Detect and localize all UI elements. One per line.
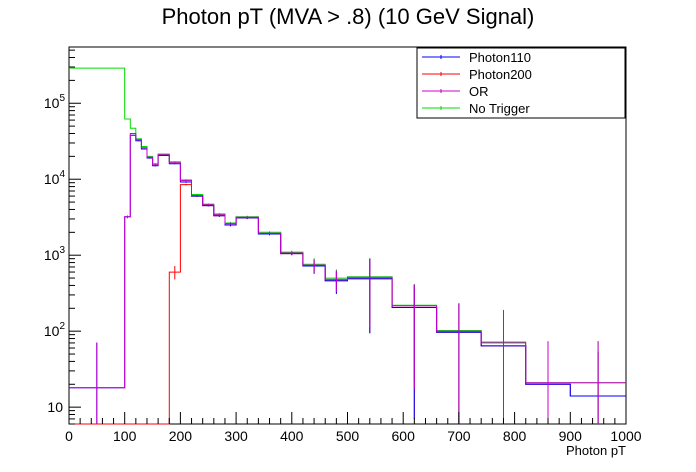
legend-entry: Photon200 (422, 67, 532, 82)
x-tick-label: 1000 (610, 428, 641, 444)
legend-entry: OR (422, 84, 489, 99)
legend-box (416, 47, 626, 119)
x-tick-label: 100 (113, 428, 137, 444)
legend-label: Photon110 (469, 50, 531, 65)
y-tick-label: 103 (44, 245, 66, 263)
x-tick-label: 300 (224, 428, 248, 444)
x-tick-label: 200 (169, 428, 193, 444)
x-tick-label: 500 (336, 428, 360, 444)
x-tick-label: 400 (280, 428, 304, 444)
y-tick-label: 104 (44, 169, 66, 187)
legend-label: OR (469, 84, 489, 99)
x-tick-label: 900 (559, 428, 583, 444)
series-or (69, 133, 626, 424)
y-axis: 10 102 103 104 105 (44, 49, 81, 425)
x-axis: 0 100 200 300 400 500 600 700 800 900 1000 (65, 412, 642, 444)
legend-label: No Trigger (469, 101, 530, 116)
legend-label: Photon200 (469, 67, 532, 82)
x-tick-label: 700 (447, 428, 471, 444)
plot-area: 0 100 200 300 400 500 600 700 800 900 1000 1010210… (44, 46, 642, 444)
x-axis-label: Photon pT (566, 443, 626, 458)
legend-entry: Photon110 (422, 50, 531, 65)
x-tick-label: 600 (392, 428, 416, 444)
chart-title: Photon pT (MVA > .8) (10 GeV Signal) (162, 4, 535, 29)
legend: Photon110 Photon200 OR No Trigger (416, 47, 626, 119)
x-tick-label: 0 (65, 428, 73, 444)
x-tick-label: 800 (503, 428, 527, 444)
legend-entry: No Trigger (422, 101, 530, 116)
y-tick-label: 10 (47, 399, 63, 415)
y-tick-label: 102 (44, 321, 66, 339)
y-tick-label: 105 (44, 93, 66, 111)
series-step-line (69, 133, 626, 389)
